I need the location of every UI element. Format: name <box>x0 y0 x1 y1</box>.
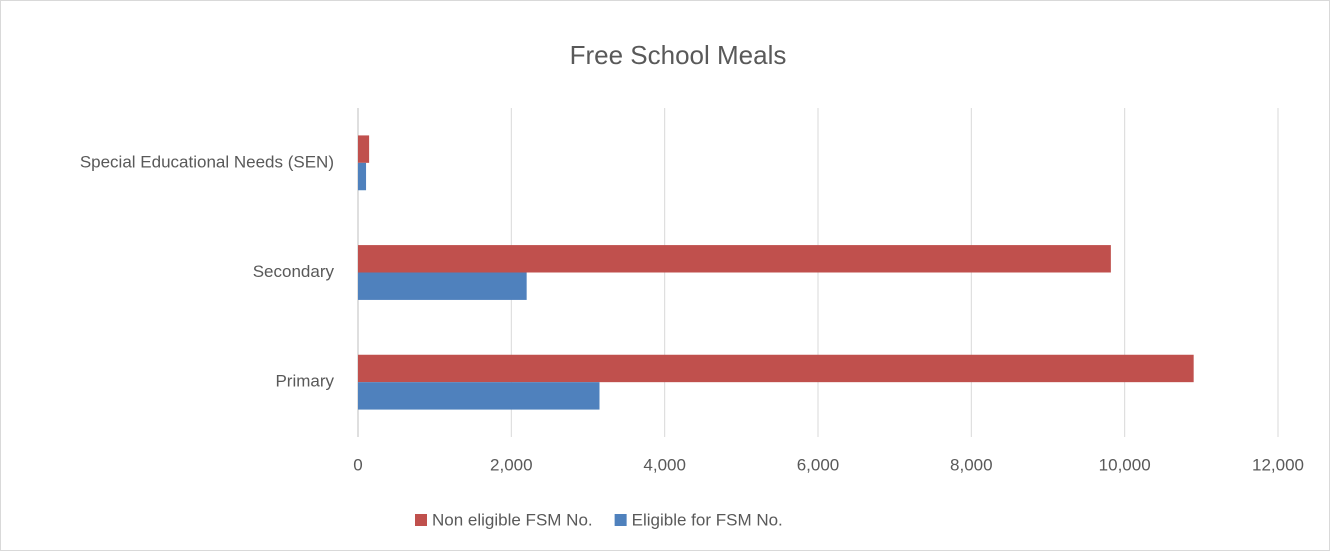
bar <box>358 382 600 410</box>
legend-label: Non eligible FSM No. <box>432 510 593 529</box>
legend-swatch <box>614 514 627 526</box>
bar <box>358 354 1194 383</box>
bar <box>358 272 527 300</box>
x-tick-label: 10,000 <box>1099 455 1151 474</box>
bar <box>358 162 367 191</box>
chart-title: Free School Meals <box>570 40 787 70</box>
bar <box>358 135 370 163</box>
x-tick-label: 0 <box>353 455 362 474</box>
bar <box>358 245 1111 273</box>
x-tick-label: 2,000 <box>490 455 533 474</box>
legend-swatch <box>415 514 427 526</box>
y-tick-label: Secondary <box>253 262 335 281</box>
legend-label: Eligible for FSM No. <box>632 510 783 529</box>
x-tick-label: 8,000 <box>950 455 993 474</box>
x-tick-label: 4,000 <box>643 455 686 474</box>
x-tick-label: 6,000 <box>797 455 840 474</box>
y-tick-label: Primary <box>275 372 334 391</box>
y-tick-label: Special Educational Needs (SEN) <box>80 152 334 171</box>
x-tick-label: 12,000 <box>1252 455 1304 474</box>
